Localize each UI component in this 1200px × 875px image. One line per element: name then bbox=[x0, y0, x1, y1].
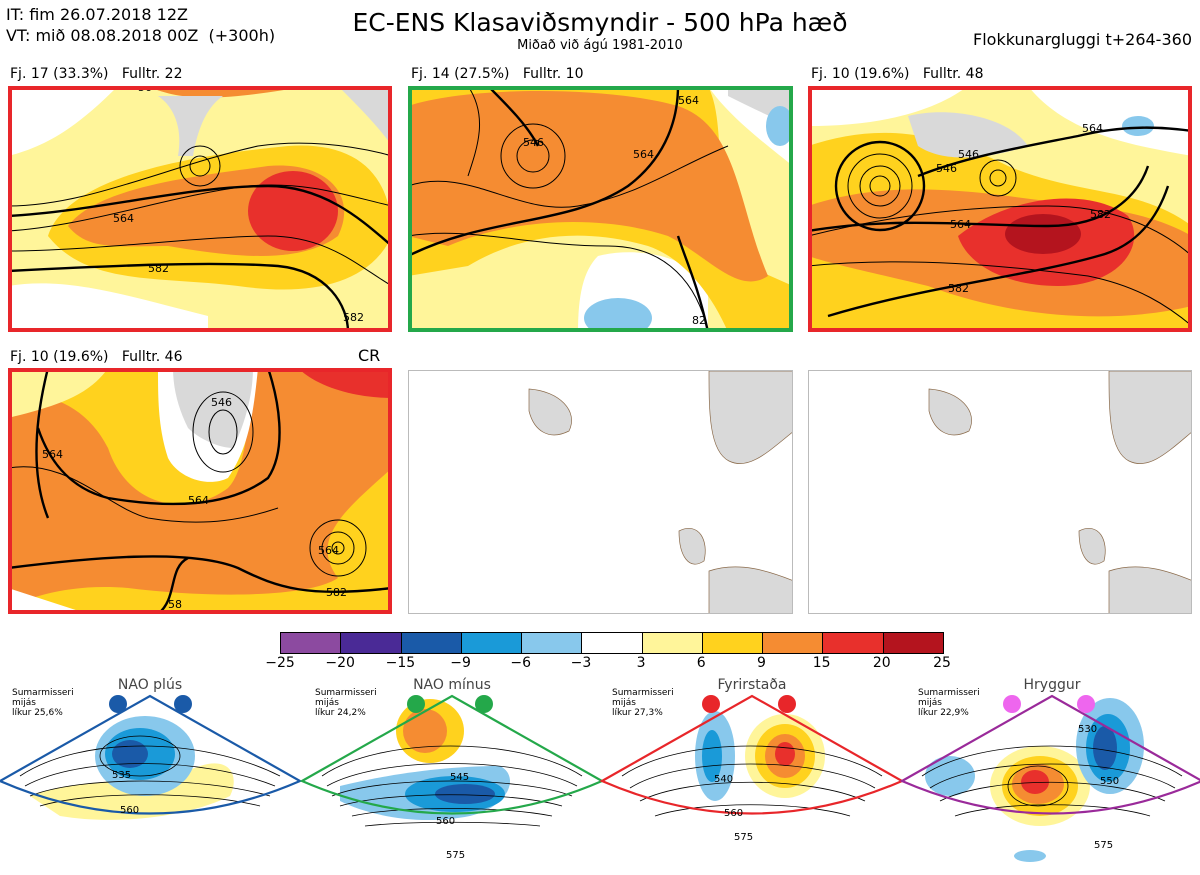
cluster-1-label: Fj. 17 (33.3%) Fulltr. 22 bbox=[10, 66, 183, 82]
colorbar-tick-label: 20 bbox=[872, 655, 891, 671]
colorbar-tick-label: 6 bbox=[696, 655, 706, 671]
cluster-panel-1: 564 582 56 582 bbox=[8, 86, 392, 332]
colorbar-segment bbox=[702, 633, 764, 653]
contour-label: 564 bbox=[42, 448, 63, 461]
colorbar-segment bbox=[642, 633, 703, 653]
contour-label: 582 bbox=[148, 262, 169, 275]
colorbar-tick-label: −25 bbox=[265, 655, 295, 671]
contour-label: 546 bbox=[936, 162, 957, 175]
contour-label: 582 bbox=[1090, 208, 1111, 221]
colorbar-segment bbox=[823, 633, 884, 653]
regime-maps: 535 560 545 560 575 bbox=[0, 694, 1200, 862]
colorbar-ticks: −25 −20 −15 −9 −6 −3 3 6 9 15 20 25 bbox=[265, 655, 951, 673]
cluster-panel-2: 546 564 564 82 bbox=[408, 86, 793, 332]
land-outline-map bbox=[928, 371, 1191, 613]
regime-note-4: Sumarmisseri mijás líkur 22,9% bbox=[918, 688, 980, 718]
regime-note-2: Sumarmisseri mijás líkur 24,2% bbox=[315, 688, 377, 718]
page-subtitle: Miðað við ágú 1981-2010 bbox=[517, 38, 683, 53]
cluster-map-4: 546 564 564 564 582 58 bbox=[8, 368, 392, 614]
cluster-panel-4: 546 564 564 564 582 58 bbox=[8, 368, 392, 614]
land-outline-map bbox=[528, 371, 792, 613]
contour-label: 560 bbox=[724, 808, 743, 819]
cluster-map-2: 546 564 564 82 bbox=[408, 86, 793, 332]
contour-label: 560 bbox=[120, 805, 139, 816]
classification-window: Flokkunargluggi t+264-360 bbox=[973, 30, 1192, 49]
contour-label: 575 bbox=[734, 832, 753, 843]
page-title: EC-ENS Klasaviðsmyndir - 500 hPa hæð bbox=[352, 8, 848, 37]
contour-label: 540 bbox=[714, 774, 733, 785]
colorbar-tick-label: −9 bbox=[450, 655, 471, 671]
colorbar-segment bbox=[763, 633, 824, 653]
colorbar-segment bbox=[401, 633, 462, 653]
contour-label: 582 bbox=[343, 311, 364, 324]
regime-title-4: Hryggur bbox=[1023, 677, 1081, 693]
contour-label: 56 bbox=[138, 86, 152, 94]
cluster-2-border bbox=[408, 86, 793, 332]
valid-time: VT: mið 08.08.2018 00Z (+300h) bbox=[6, 26, 276, 45]
contour-label: 546 bbox=[958, 148, 979, 161]
contour-label: 564 bbox=[950, 218, 971, 231]
contour-label: 530 bbox=[1078, 724, 1097, 735]
contour-label: 564 bbox=[678, 94, 699, 107]
cluster-map-3: 546 546 564 564 582 582 bbox=[808, 86, 1192, 332]
contour-label: 564 bbox=[318, 544, 339, 557]
contour-label: 82 bbox=[692, 314, 706, 327]
colorbar-tick-label: −15 bbox=[385, 655, 416, 671]
colorbar-tick-label: −20 bbox=[325, 655, 355, 671]
colorbar-segment bbox=[522, 633, 583, 653]
colorbar-tick-label: 15 bbox=[812, 655, 831, 671]
contour-label: 582 bbox=[948, 282, 969, 295]
contour-label: 564 bbox=[113, 212, 134, 225]
regime-note-3: Sumarmisseri mijás líkur 27,3% bbox=[612, 688, 674, 718]
cluster-1-border bbox=[8, 86, 392, 332]
init-time: IT: fim 26.07.2018 12Z VT: mið 08.08.2018… bbox=[6, 5, 276, 45]
contour-label: 545 bbox=[450, 772, 469, 783]
colorbar-segment bbox=[281, 633, 342, 653]
contour-label: 582 bbox=[326, 586, 347, 599]
regime-title-2: NAO mínus bbox=[413, 677, 491, 693]
regime-title-3: Fyrirstaða bbox=[717, 677, 787, 693]
contour-label: 575 bbox=[446, 850, 465, 861]
cluster-4-badge: CR bbox=[358, 346, 381, 365]
contour-label: 550 bbox=[1100, 776, 1119, 787]
contour-label: 575 bbox=[1094, 840, 1113, 851]
colorbar-tick-label: −6 bbox=[510, 655, 532, 671]
regime-title-1: NAO plús bbox=[117, 677, 183, 693]
contour-label: 564 bbox=[1082, 122, 1103, 135]
cluster-map-1: 564 582 56 582 bbox=[8, 86, 392, 332]
colorbar bbox=[280, 632, 944, 654]
regime-map-ridge: 530 550 575 bbox=[899, 694, 1200, 862]
colorbar-tick-label: 3 bbox=[636, 655, 646, 671]
contour-label: 560 bbox=[436, 816, 455, 827]
colorbar-segment bbox=[582, 633, 643, 653]
cluster-3-label: Fj. 10 (19.6%) Fulltr. 48 bbox=[811, 66, 984, 82]
regime-map-nao-minus: 545 560 575 bbox=[299, 694, 605, 861]
colorbar-segment bbox=[883, 633, 943, 653]
cluster-4-label: Fj. 10 (19.6%) Fulltr. 46 bbox=[10, 349, 183, 365]
cluster-3-border bbox=[808, 86, 1192, 332]
colorbar-tick-label: −3 bbox=[570, 655, 592, 671]
cluster-4-border bbox=[8, 368, 392, 614]
colorbar-tick-label: 25 bbox=[933, 655, 951, 671]
contour-label: 58 bbox=[168, 598, 182, 611]
regime-strip: 535 560 545 560 575 bbox=[0, 676, 1200, 871]
contour-label: 564 bbox=[633, 148, 654, 161]
empty-map-panel-2 bbox=[808, 370, 1192, 614]
regime-note-1: Sumarmisseri mijás líkur 25,6% bbox=[12, 688, 74, 718]
colorbar-tick-label: 9 bbox=[756, 655, 766, 671]
empty-map-panel-1 bbox=[408, 370, 793, 614]
cluster-2-label: Fj. 14 (27.5%) Fulltr. 10 bbox=[411, 66, 584, 82]
contour-label: 564 bbox=[188, 494, 209, 507]
contour-label: 546 bbox=[523, 136, 544, 149]
regime-map-blocking: 540 560 575 bbox=[599, 694, 905, 843]
contour-label: 535 bbox=[112, 770, 131, 781]
colorbar-segment bbox=[341, 633, 402, 653]
colorbar-segment bbox=[461, 633, 523, 653]
cluster-panel-3: 546 546 564 564 582 582 bbox=[808, 86, 1192, 332]
contour-label: 546 bbox=[211, 396, 232, 409]
regime-map-nao-plus: 535 560 bbox=[0, 694, 303, 820]
